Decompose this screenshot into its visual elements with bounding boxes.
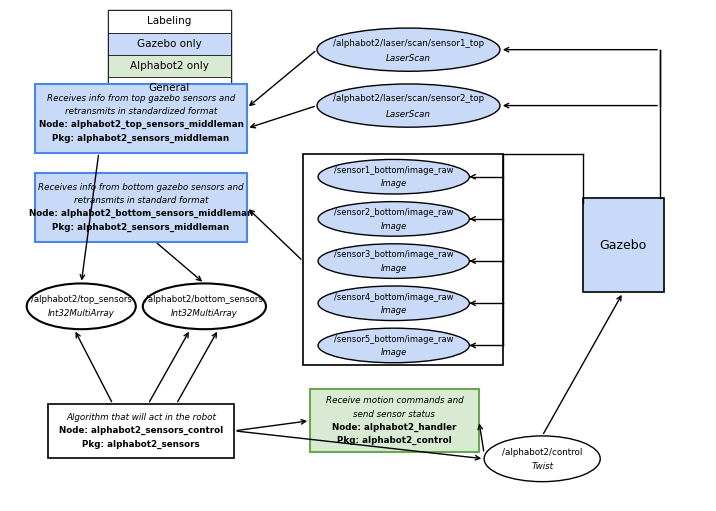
Text: /sensor1_bottom/image_raw: /sensor1_bottom/image_raw — [334, 166, 453, 175]
Text: Int32MultiArray: Int32MultiArray — [171, 310, 238, 318]
Text: Node: alphabot2_sensors_control: Node: alphabot2_sensors_control — [59, 426, 223, 435]
FancyBboxPatch shape — [107, 10, 231, 99]
Text: /alphabot2/control: /alphabot2/control — [502, 448, 582, 457]
Text: Pkg: alphabot2_sensors_middleman: Pkg: alphabot2_sensors_middleman — [52, 133, 230, 143]
Text: /alphabot2/laser/scan/sensor1_top: /alphabot2/laser/scan/sensor1_top — [333, 38, 484, 48]
Text: retransmits in standardized format: retransmits in standardized format — [65, 107, 217, 116]
Text: Receives info from bottom gazebo sensors and: Receives info from bottom gazebo sensors… — [38, 183, 244, 192]
FancyBboxPatch shape — [36, 173, 246, 242]
FancyBboxPatch shape — [310, 389, 479, 452]
Text: Pkg: alphabot2_sensors: Pkg: alphabot2_sensors — [82, 439, 200, 449]
Ellipse shape — [317, 28, 500, 71]
Text: /alphabot2/top_sensors: /alphabot2/top_sensors — [31, 295, 132, 304]
Text: Node: alphabot2_bottom_sensors_middleman: Node: alphabot2_bottom_sensors_middleman — [29, 210, 253, 218]
Text: Alphabot2 only: Alphabot2 only — [130, 61, 208, 71]
Ellipse shape — [318, 286, 470, 320]
Ellipse shape — [317, 84, 500, 127]
Text: Algorithm that will act in the robot: Algorithm that will act in the robot — [66, 413, 216, 422]
Ellipse shape — [484, 436, 600, 482]
Text: Image: Image — [381, 179, 407, 189]
Text: Gazebo only: Gazebo only — [137, 39, 202, 49]
Text: Gazebo: Gazebo — [599, 239, 647, 252]
Text: Image: Image — [381, 348, 407, 357]
Text: Image: Image — [381, 222, 407, 230]
FancyBboxPatch shape — [303, 154, 503, 365]
FancyBboxPatch shape — [107, 33, 231, 55]
FancyBboxPatch shape — [107, 77, 231, 99]
Text: Node: alphabot2_handler: Node: alphabot2_handler — [332, 423, 457, 432]
Text: Image: Image — [381, 306, 407, 315]
Text: /sensor4_bottom/image_raw: /sensor4_bottom/image_raw — [334, 293, 453, 301]
Text: General: General — [149, 83, 190, 93]
FancyBboxPatch shape — [107, 10, 231, 33]
FancyBboxPatch shape — [107, 55, 231, 77]
FancyBboxPatch shape — [583, 198, 664, 292]
Text: /alphabot2/bottom_sensors: /alphabot2/bottom_sensors — [145, 295, 263, 304]
Text: Pkg: alphabot2_sensors_middleman: Pkg: alphabot2_sensors_middleman — [52, 222, 230, 231]
Text: send sensor status: send sensor status — [354, 409, 435, 419]
FancyBboxPatch shape — [48, 404, 234, 457]
Text: /sensor5_bottom/image_raw: /sensor5_bottom/image_raw — [334, 335, 453, 344]
Text: Node: alphabot2_top_sensors_middleman: Node: alphabot2_top_sensors_middleman — [39, 120, 243, 129]
Ellipse shape — [142, 284, 266, 329]
Text: Receive motion commands and: Receive motion commands and — [326, 397, 463, 405]
Text: /sensor3_bottom/image_raw: /sensor3_bottom/image_raw — [334, 250, 453, 260]
Ellipse shape — [26, 284, 136, 329]
Text: Twist: Twist — [531, 462, 553, 472]
Ellipse shape — [318, 328, 470, 363]
Text: LaserScan: LaserScan — [386, 110, 431, 119]
Ellipse shape — [318, 244, 470, 278]
Ellipse shape — [318, 159, 470, 194]
Text: LaserScan: LaserScan — [386, 54, 431, 63]
Text: Pkg: alphabot2_control: Pkg: alphabot2_control — [337, 436, 452, 445]
Text: Int32MultiArray: Int32MultiArray — [48, 310, 115, 318]
FancyBboxPatch shape — [36, 84, 246, 153]
Text: Image: Image — [381, 264, 407, 273]
Text: /alphabot2/laser/scan/sensor2_top: /alphabot2/laser/scan/sensor2_top — [333, 95, 484, 103]
Text: Receives info from top gazebo sensors and: Receives info from top gazebo sensors an… — [47, 94, 235, 103]
Text: retransmits in standard format: retransmits in standard format — [74, 196, 208, 205]
Text: Labeling: Labeling — [147, 16, 191, 27]
Text: /sensor2_bottom/image_raw: /sensor2_bottom/image_raw — [334, 208, 453, 217]
Ellipse shape — [318, 202, 470, 236]
